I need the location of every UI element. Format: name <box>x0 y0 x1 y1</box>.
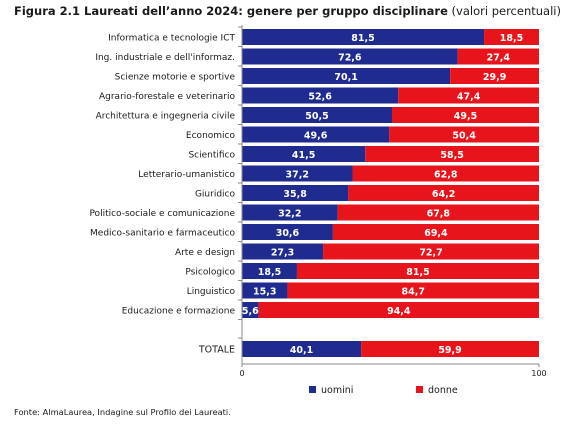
data-label-donne: 18,5 <box>500 33 523 44</box>
data-label-donne: 67,8 <box>427 208 451 219</box>
bar-segment-donne <box>352 165 539 182</box>
bar-segment-donne <box>323 243 539 260</box>
category-label: Scienze motorie e sportive <box>115 73 236 83</box>
bar-segment-donne <box>332 224 539 240</box>
data-label-uomini: 5,6 <box>242 306 259 317</box>
data-label-donne: 72,7 <box>419 247 442 258</box>
data-label-donne: 29,9 <box>483 72 506 83</box>
bar-segment-uomini <box>242 302 259 318</box>
category-label: Economico <box>186 131 236 141</box>
data-label-donne: 27,4 <box>487 52 511 63</box>
bar-segment-donne <box>361 341 539 357</box>
data-label-donne: 69,4 <box>424 228 448 239</box>
category-label: Medico-sanitario e farmaceutico <box>90 229 235 239</box>
figure-title: Figura 2.1 Laureati dell’anno 2024: gene… <box>14 4 561 18</box>
category-label: Giuridico <box>195 190 236 200</box>
bar-segment-uomini <box>242 224 333 240</box>
category-labels-layer: Informatica e tecnologie ICT Ing. industr… <box>89 34 235 356</box>
category-label: Politico-sociale e comunicazione <box>89 209 235 219</box>
bar-segment-uomini <box>242 126 390 143</box>
category-label: Informatica e tecnologie ICT <box>108 34 235 44</box>
data-label-uomini: 37,2 <box>286 169 309 180</box>
figure-title-bold: Figura 2.1 Laureati dell’anno 2024: gene… <box>14 4 448 18</box>
category-label: Ing. industriale e dell'informaz. <box>95 53 235 63</box>
bar-segment-donne <box>457 48 539 65</box>
category-label: Arte e design <box>175 248 235 258</box>
bar-segment-donne <box>258 302 539 318</box>
data-label-donne: 94,4 <box>387 306 411 317</box>
category-label: Scientifico <box>188 151 235 161</box>
category-label: Linguistico <box>187 287 236 297</box>
bar-segment-donne <box>337 204 539 221</box>
figure-title-rest: (valori percentuali) <box>451 4 561 18</box>
data-label-uomini: 32,2 <box>278 208 301 219</box>
bar-segment-uomini <box>242 204 338 221</box>
bar-segment-uomini <box>242 68 451 84</box>
legend: uomini donne <box>309 385 458 396</box>
category-label: Letterario-umanistico <box>138 170 235 180</box>
bar-segment-uomini <box>242 263 297 279</box>
x-axis: 0 100 <box>238 25 547 378</box>
bar-segment-uomini <box>242 48 458 65</box>
bar-segment-uomini <box>242 107 392 123</box>
bar-segment-uomini <box>242 165 353 182</box>
data-label-uomini: 40,1 <box>290 345 313 356</box>
category-label: Educazione e formazione <box>122 307 236 317</box>
x-tick-label: 0 <box>239 369 244 378</box>
data-label-uomini: 49,6 <box>304 130 328 141</box>
data-label-uomini: 72,6 <box>338 52 362 63</box>
bar-segment-uomini <box>242 185 349 201</box>
category-label: Architettura e ingegneria civile <box>96 112 236 122</box>
data-label-donne: 50,4 <box>452 130 476 141</box>
data-label-uomini: 70,1 <box>334 72 357 83</box>
bars-layer: 81,5 18,5 72,6 27,4 70,1 29,9 52,6 47,4 50,5 49,5… <box>242 29 539 357</box>
data-label-uomini: 27,3 <box>271 247 294 258</box>
category-label: Psicologico <box>185 268 235 278</box>
bar-segment-donne <box>391 107 539 123</box>
data-label-uomini: 35,8 <box>283 189 307 200</box>
data-label-uomini: 15,3 <box>253 286 276 297</box>
data-label-uomini: 81,5 <box>351 33 374 44</box>
data-label-donne: 81,5 <box>406 267 429 278</box>
bar-segment-donne <box>484 29 539 45</box>
source-note: Fonte: AlmaLaurea, Indagine sul Profilo … <box>14 407 231 417</box>
bar-segment-uomini <box>242 146 366 162</box>
bar-segment-donne <box>296 263 539 279</box>
legend-label-uomini: uomini <box>321 385 353 396</box>
legend-label-donne: donne <box>428 385 458 396</box>
bar-segment-donne <box>398 87 539 104</box>
category-label: Agrario-forestale e veterinario <box>99 92 236 102</box>
data-label-donne: 58,5 <box>440 150 463 161</box>
legend-swatch-donne <box>416 386 423 393</box>
data-label-donne: 64,2 <box>432 189 455 200</box>
bar-segment-donne <box>389 126 539 143</box>
x-tick-label: 100 <box>531 369 546 378</box>
data-label-uomini: 18,5 <box>258 267 281 278</box>
total-category-label: TOTALE <box>198 345 235 356</box>
data-label-donne: 47,4 <box>457 91 481 102</box>
bar-segment-uomini <box>242 341 362 357</box>
bar-segment-donne <box>365 146 539 162</box>
data-label-donne: 49,5 <box>454 111 477 122</box>
data-label-uomini: 50,5 <box>305 111 328 122</box>
data-label-uomini: 30,6 <box>276 228 300 239</box>
bar-segment-donne <box>287 282 539 299</box>
bar-segment-uomini <box>242 243 324 260</box>
bar-segment-uomini <box>242 87 399 104</box>
bar-segment-donne <box>450 68 539 84</box>
bar-segment-donne <box>348 185 539 201</box>
bar-segment-uomini <box>242 29 485 45</box>
data-label-donne: 62,8 <box>434 169 458 180</box>
data-label-donne: 84,7 <box>401 286 424 297</box>
data-label-uomini: 41,5 <box>292 150 315 161</box>
data-label-donne: 59,9 <box>438 345 461 356</box>
legend-swatch-uomini <box>309 386 316 393</box>
bar-segment-uomini <box>242 282 288 299</box>
data-label-uomini: 52,6 <box>308 91 332 102</box>
